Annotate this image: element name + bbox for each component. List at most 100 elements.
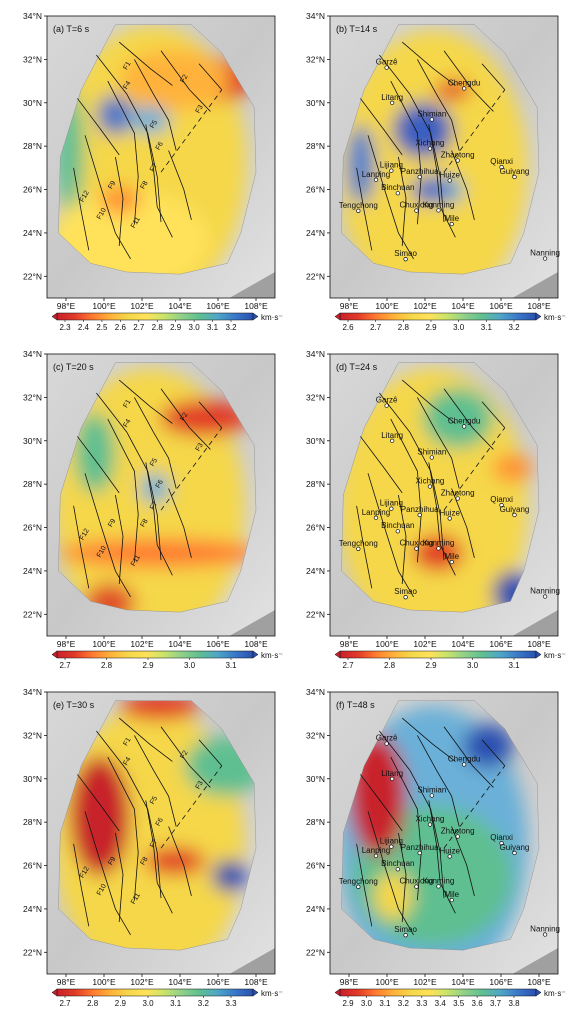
city-label: Tengchong [339,539,378,548]
city-marker [427,484,433,489]
fault-line [160,388,211,450]
map-frame [329,15,559,299]
velocity-anomaly [100,186,140,214]
fault-label: F4 [122,418,132,429]
lat-tick-label: 34°N [306,349,325,359]
city-label: Panzhihua [401,167,439,176]
fault-label: F9 [107,856,117,867]
lat-tick-label: 34°N [23,349,42,359]
lat-tick-label: 30°N [306,436,325,446]
colorbar-tick-label: 3.0 [184,661,196,670]
colorbar-tick-label: 2.7 [59,999,71,1008]
city-marker [356,208,361,213]
fault-line [367,135,414,260]
velocity-anomaly [160,400,250,436]
colorbar-low-arrow [51,650,58,659]
colorbar-tick-label: 2.9 [170,323,182,332]
colorbar-tick-label: 2.8 [384,661,396,670]
city-marker [455,158,460,163]
city-marker [373,515,379,520]
city-marker [389,438,395,443]
fault-label: F11 [130,892,142,906]
city-label: Guiyang [500,167,530,176]
lat-tick-label: 28°N [23,817,42,827]
map-panel-d: 34°N 32°N 30°N 28°N 26°N 24°N 22°N 98°E 100°E 102… [283,338,566,676]
fault-label: F1 [122,61,132,72]
panel-label: (f) T=48 s [336,700,375,710]
colorbar [56,988,254,997]
velocity-anomaly [130,106,170,134]
city-marker [455,496,460,501]
lon-tick-label: 106°E [206,977,230,987]
fault-label: F9 [107,518,117,529]
lon-tick-label: 98°E [57,977,76,987]
colorbar-unit: km·s⁻¹ [544,651,566,660]
fault-line [84,473,131,598]
city-label: Garzê [376,396,398,405]
colorbar-high-arrow [252,650,259,659]
colorbar-unit: km·s⁻¹ [261,651,283,660]
lon-tick-label: 98°E [340,977,359,987]
lat-tick-label: 28°N [306,817,325,827]
lat-tick-label: 24°N [23,228,42,238]
fault-label: F7 [149,501,159,512]
colorbar-unit: km·s⁻¹ [544,989,566,998]
city-label: Lanping [362,846,390,855]
lat-tick-label: 26°N [306,185,325,195]
city-label: Chuxiong [400,201,434,210]
colorbar [339,650,537,659]
city-label: Lanping [362,508,390,517]
fault-line [401,379,456,424]
city-label: Zhaotong [441,150,475,159]
colorbar-tick-label: 2.8 [87,999,99,1008]
colorbar-tick-label: 2.9 [142,661,154,670]
city-label: Guiyang [500,843,530,852]
fault-line [84,811,131,936]
fault-line [73,167,90,251]
lat-tick-label: 30°N [23,774,42,784]
fault-line [84,135,131,260]
velocity-anomaly [145,847,205,875]
fault-line [107,80,139,225]
fault-line [145,800,173,914]
lon-tick-label: 100°E [375,639,399,649]
velocity-anomaly [120,700,200,720]
city-label: Chengdu [448,754,480,763]
city-marker [414,546,419,551]
lat-tick-label: 26°N [23,523,42,533]
city-label: Xichang [415,477,444,486]
fault-line [417,59,460,151]
lon-tick-label: 102°E [130,977,154,987]
fault-line [451,488,475,559]
velocity-field [58,700,257,951]
fault-label: F4 [122,80,132,91]
fault-label: F8 [140,856,150,867]
map-frame [329,691,559,975]
lon-tick-label: 108°E [244,977,268,987]
velocity-anomaly [347,125,375,205]
fault-line [451,826,475,897]
colorbar [339,988,537,997]
lon-tick-label: 102°E [413,977,437,987]
city-marker [395,867,400,872]
city-marker [389,844,394,849]
city-label: Garzê [376,734,398,743]
lat-tick-label: 26°N [306,861,325,871]
fault-label: F8 [140,180,150,191]
city-marker [384,741,389,746]
city-label: Kunming [423,200,455,209]
fault-line [356,843,373,927]
velocity-anomaly [435,80,471,100]
velocity-anomaly [212,860,248,892]
city-marker [542,594,548,599]
city-marker [356,884,361,889]
colorbar [56,650,254,659]
city-marker [414,884,419,889]
colorbar-tick-label: 3.1 [225,661,237,670]
city-label: Zhaotong [441,826,475,835]
colorbar-tick-label: 3.0 [453,323,465,332]
city-label: Lijiang [380,837,403,846]
city-marker [429,117,434,122]
lat-tick-label: 30°N [306,774,325,784]
profile-line [443,427,506,511]
